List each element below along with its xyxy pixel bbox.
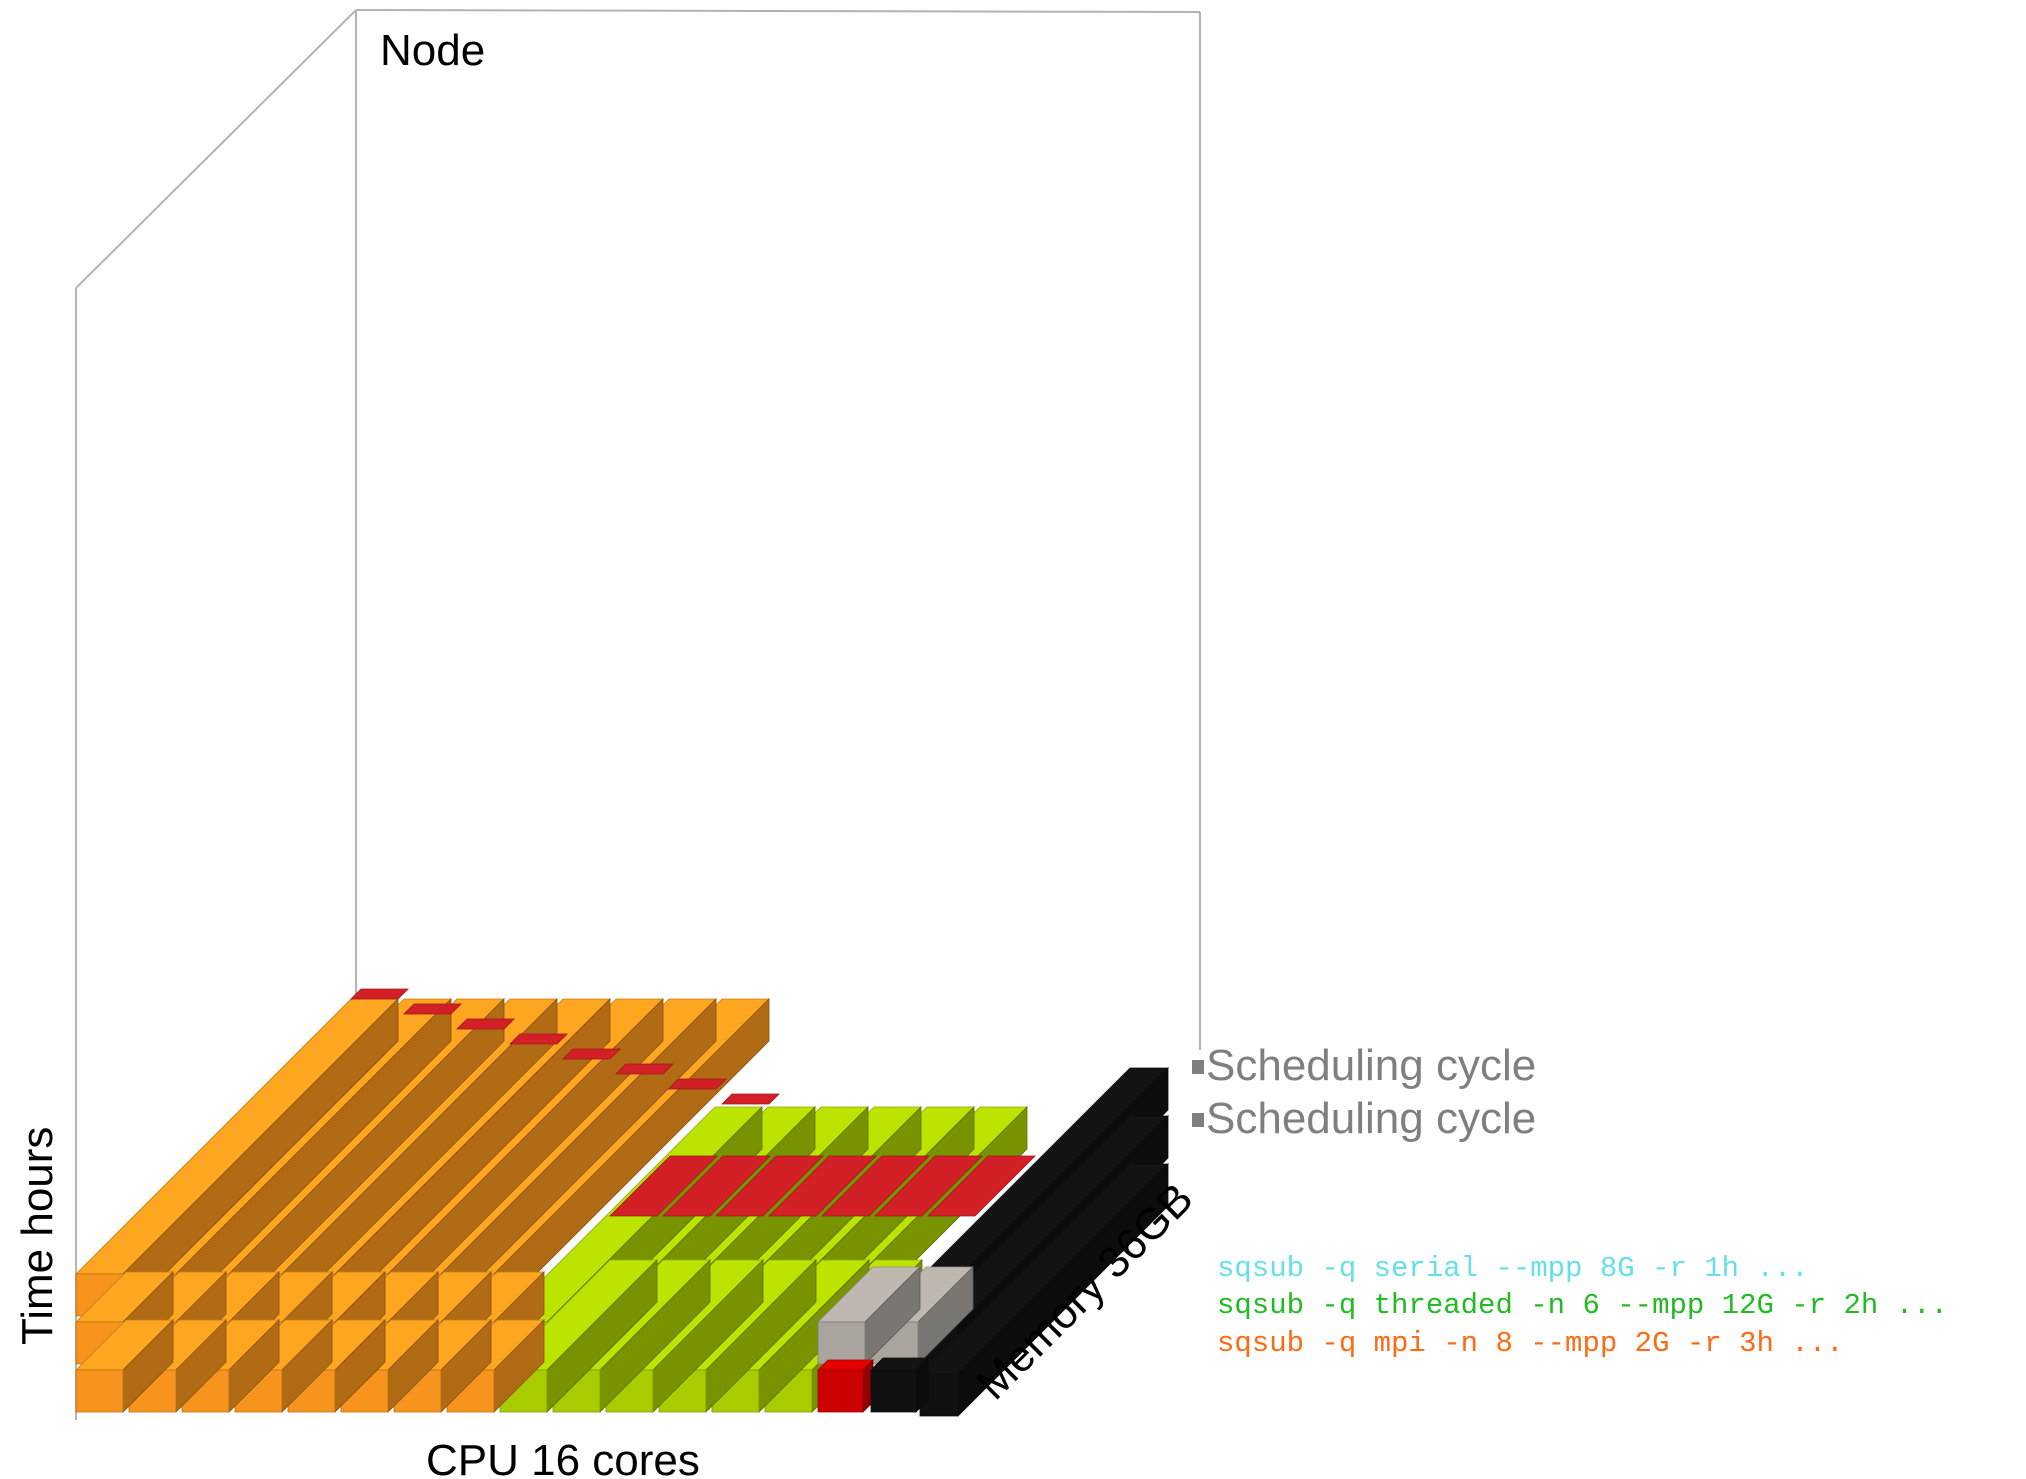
mpi-memory-stub-4: [562, 1048, 621, 1060]
mpi-core-0-hour-0-front: [75, 1369, 124, 1413]
mpi-memory-stub-0: [350, 988, 409, 1000]
memory-used-band-2: [715, 1155, 824, 1217]
free-cell-front: [870, 1369, 917, 1413]
memory-used-cell-front: [817, 1369, 864, 1413]
command-mpi: sqsub -q mpi -n 8 --mpp 2G -r 3h ...: [1217, 1327, 1844, 1360]
memory-used-band-1: [662, 1155, 771, 1217]
scheduling-marker-2: [1192, 1113, 1204, 1127]
serial-core-0-front: [817, 1321, 866, 1365]
memory-used-band-4: [821, 1155, 930, 1217]
mpi-memory-stub-2: [456, 1018, 515, 1030]
memory-used-band-3: [768, 1155, 877, 1217]
memory-used-band-5: [874, 1155, 983, 1217]
node-label: Node: [380, 26, 485, 75]
mpi-memory-stub-3: [509, 1033, 568, 1045]
resource-blocks: [75, 988, 1169, 1417]
scheduling-cycle-label-2: Scheduling cycle: [1206, 1094, 1536, 1143]
scheduling-cycle-label-1: Scheduling cycle: [1206, 1041, 1536, 1090]
memory-used-band-6: [927, 1155, 1036, 1217]
scheduling-marker-1: [1192, 1060, 1204, 1074]
mpi-memory-stub-6: [668, 1078, 727, 1090]
command-threaded: sqsub -q threaded -n 6 --mpp 12G -r 2h .…: [1217, 1289, 1948, 1322]
memory-used-band-0: [609, 1155, 718, 1217]
cpu-axis-label: CPU 16 cores: [426, 1436, 700, 1479]
mpi-memory-stub-7: [721, 1093, 780, 1105]
command-serial: sqsub -q serial --mpp 8G -r 1h ...: [1217, 1252, 1809, 1285]
command-legend: sqsub -q serial --mpp 8G -r 1h ... sqsub…: [1217, 1252, 1948, 1360]
mpi-memory-stub-1: [403, 1003, 462, 1015]
time-axis-label: Time hours: [13, 1127, 62, 1345]
mpi-memory-stub-5: [615, 1063, 674, 1075]
node-frame: [75, 9, 1201, 1420]
